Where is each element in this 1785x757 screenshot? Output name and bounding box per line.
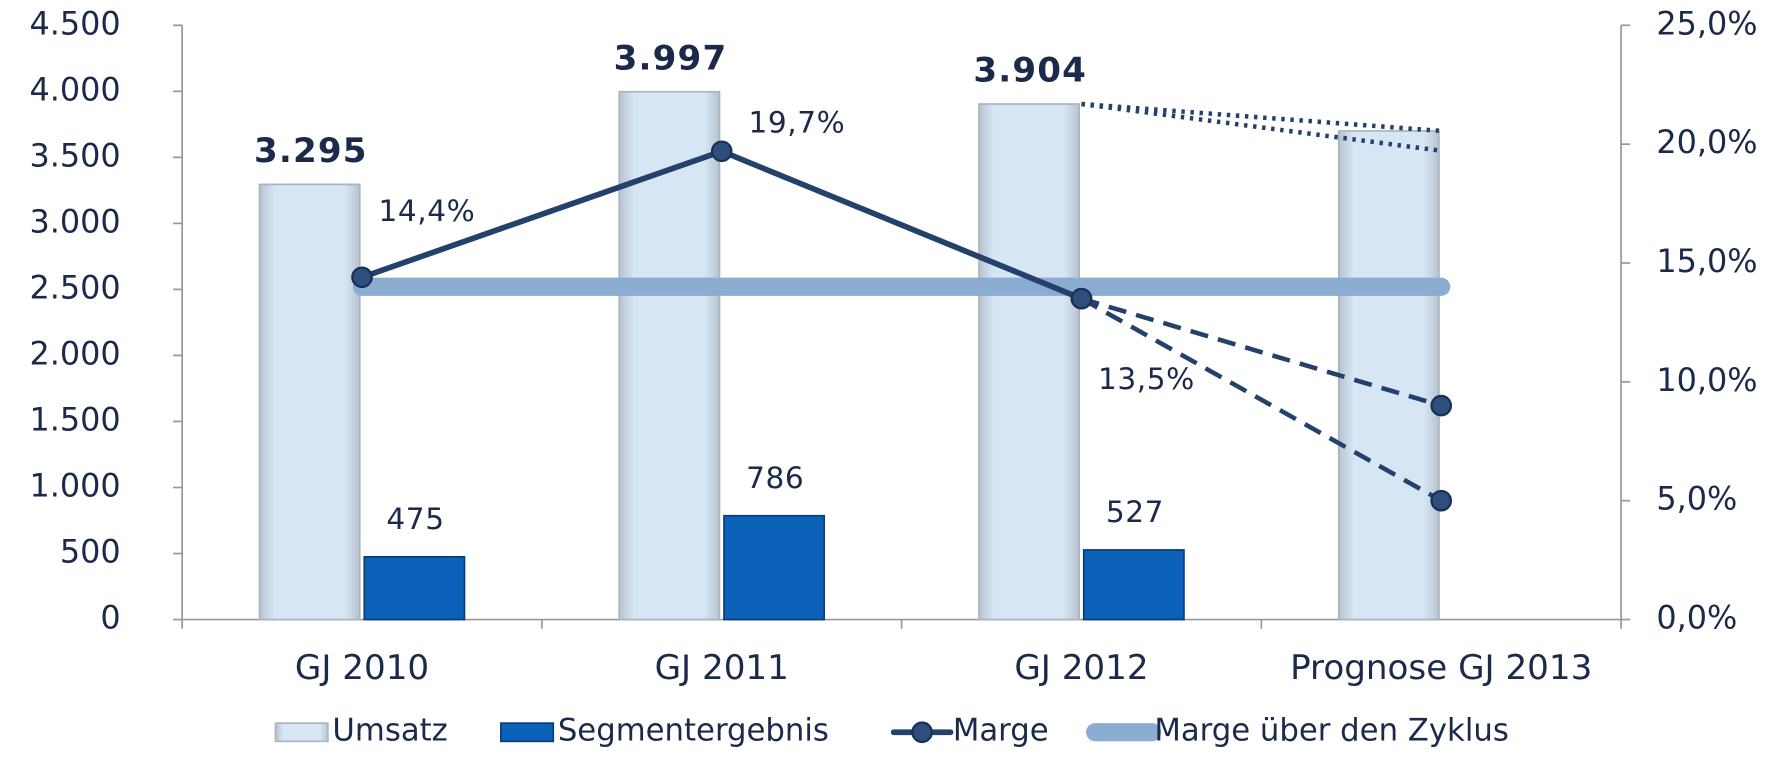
data-label: 14,4% <box>378 194 475 228</box>
y-tick-label: 2.500 <box>29 268 120 306</box>
x-tick-label: GJ 2011 <box>655 648 789 688</box>
line <box>1080 296 1442 408</box>
y-tick-label: 0 <box>100 599 120 637</box>
y-tick-label: 4.500 <box>29 4 120 42</box>
line <box>1081 101 1442 154</box>
marker <box>1430 489 1453 512</box>
y2-tick-label: 5,0% <box>1656 480 1737 518</box>
legend-label: Segmentergebnis <box>558 713 829 749</box>
y-tick-label: 500 <box>60 533 121 571</box>
line <box>1080 296 1443 503</box>
data-label: 3.904 <box>973 51 1087 91</box>
legend-swatch <box>274 722 329 743</box>
y-tick-label: 1.000 <box>29 466 120 504</box>
bar <box>1337 130 1440 621</box>
y-tick-label: 4.000 <box>29 70 120 108</box>
y2-tick-label: 15,0% <box>1656 242 1757 280</box>
marker <box>710 140 733 163</box>
x-tick-label: Prognose GJ 2013 <box>1290 648 1592 688</box>
bar <box>978 103 1081 621</box>
legend-swatch <box>500 722 555 743</box>
legend-label: Marge <box>953 713 1049 749</box>
line <box>1081 101 1442 134</box>
y-tick-label: 2.000 <box>29 334 120 372</box>
legend-label: Umsatz <box>332 713 447 749</box>
data-label: 527 <box>1106 495 1164 529</box>
bar <box>258 183 361 621</box>
bar <box>1082 549 1185 621</box>
y2-tick-label: 25,0% <box>1656 4 1757 42</box>
y2-tick-label: 20,0% <box>1656 123 1757 161</box>
data-label: 13,5% <box>1098 362 1195 396</box>
data-label: 3.295 <box>254 131 368 171</box>
data-label: 786 <box>746 461 804 495</box>
bar <box>363 555 466 621</box>
legend-marker <box>911 721 933 744</box>
y-tick-label: 3.500 <box>29 136 120 174</box>
legend-label: Marge über den Zyklus <box>1154 713 1509 749</box>
y2-tick-label: 0,0% <box>1656 599 1737 637</box>
y2-tick-label: 10,0% <box>1656 361 1757 399</box>
x-tick-label: GJ 2012 <box>1014 648 1148 688</box>
marker <box>1070 287 1093 310</box>
data-label: 3.997 <box>614 38 728 78</box>
marker <box>351 266 373 289</box>
bar <box>723 514 826 621</box>
data-label: 475 <box>386 502 444 536</box>
y-tick-label: 3.000 <box>29 202 120 240</box>
data-label: 19,7% <box>748 105 845 139</box>
marker <box>1430 394 1453 417</box>
y-tick-label: 1.500 <box>29 400 120 438</box>
x-tick-label: GJ 2010 <box>295 648 429 688</box>
